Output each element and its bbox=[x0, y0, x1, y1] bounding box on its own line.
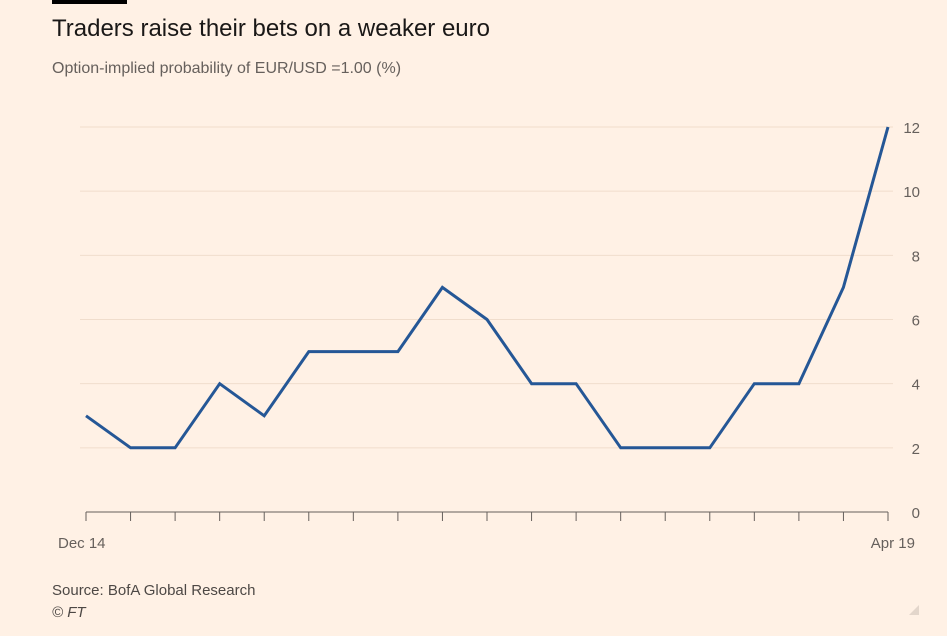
y-tick-label-10: 10 bbox=[903, 184, 920, 201]
y-tick-label-4: 4 bbox=[912, 377, 920, 394]
y-tick-label-8: 8 bbox=[912, 248, 920, 265]
chart-title: Traders raise their bets on a weaker eur… bbox=[52, 15, 490, 42]
y-tick-label-0: 0 bbox=[912, 505, 920, 522]
source-note: Source: BofA Global Research bbox=[52, 582, 256, 599]
x-tick-label-end: Apr 19 bbox=[871, 535, 915, 552]
y-tick-label-12: 12 bbox=[903, 120, 920, 137]
chart-subtitle: Option-implied probability of EUR/USD =1… bbox=[52, 60, 402, 77]
y-tick-label-2: 2 bbox=[912, 441, 920, 458]
series-line-0 bbox=[85, 126, 890, 450]
copyright-note: © FT bbox=[52, 604, 86, 621]
ft-top-bar bbox=[52, 0, 127, 4]
x-tick-label-start: Dec 14 bbox=[58, 535, 106, 552]
resize-corner-icon bbox=[909, 605, 919, 615]
y-tick-label-6: 6 bbox=[912, 313, 920, 330]
